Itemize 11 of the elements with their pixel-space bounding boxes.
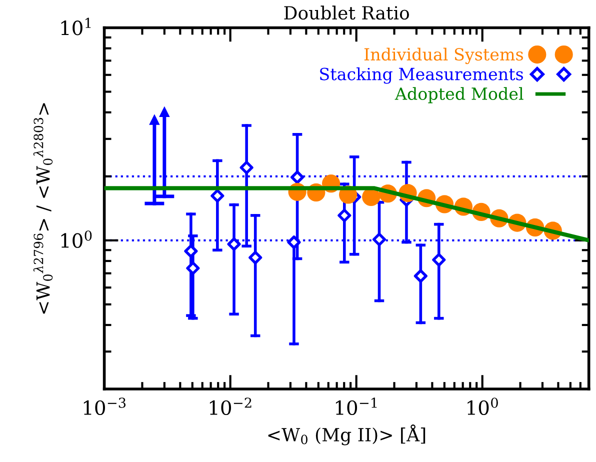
- y-tick-label: 10$^{1}$: [61, 18, 91, 36]
- y-axis-title: <W$_{0}$$^{λ2796}$> / <W$_{0}$$^{λ2803}$>: [33, 103, 53, 314]
- x-axis-title: <W$_{0}$ (Mg II)> [Å]: [268, 424, 426, 446]
- legend-label: Individual Systems: [364, 48, 523, 64]
- x-tick-label: 10$^{0}$: [468, 398, 498, 416]
- x-tick-label: 10$^{−1}$: [336, 398, 377, 416]
- legend-label: Adopted Model: [394, 87, 524, 104]
- chart-title: Doublet Ratio: [284, 6, 409, 20]
- x-tick-label: 10$^{−3}$: [84, 398, 126, 416]
- legend-label: Stacking Measurements: [320, 67, 523, 84]
- x-tick-label: 10$^{−2}$: [210, 398, 252, 416]
